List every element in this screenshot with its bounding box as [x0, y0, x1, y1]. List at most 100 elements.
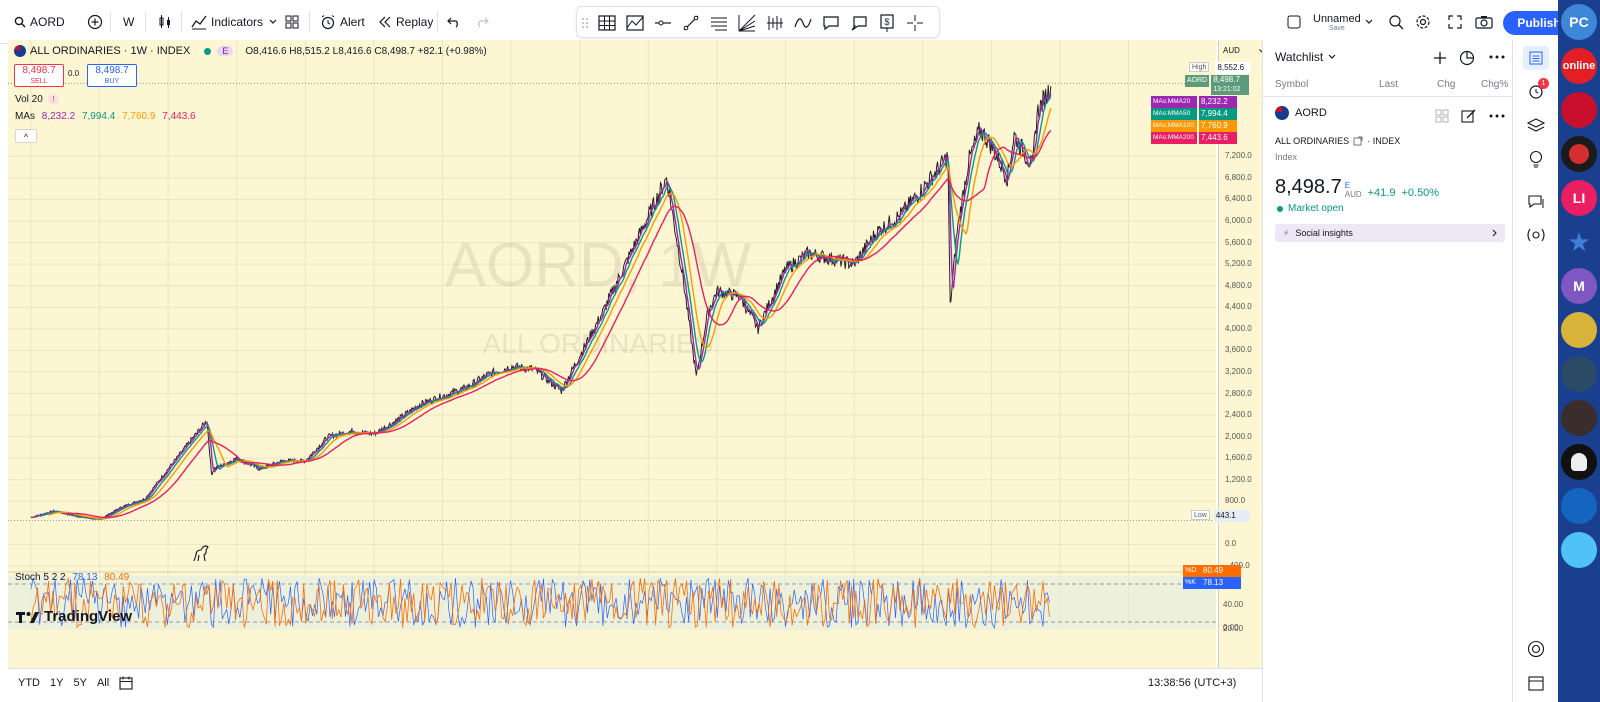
profile-app-icon[interactable]: [1561, 400, 1597, 436]
replay-button[interactable]: Replay: [378, 11, 433, 33]
ma50-marker: MAs:MMA50 7,994.4: [1151, 108, 1237, 120]
pc-app-icon[interactable]: PC: [1561, 4, 1597, 40]
skull-app-icon[interactable]: [1561, 444, 1597, 480]
collapse-legend-button[interactable]: ^: [15, 129, 37, 143]
forecast-icon[interactable]: [765, 13, 785, 33]
range-1y[interactable]: 1Y: [50, 677, 64, 689]
brush-icon[interactable]: [793, 13, 813, 33]
horizontal-ray-icon[interactable]: [653, 13, 673, 33]
chart-background[interactable]: AORD, 1W ALL ORDINARIES ALL ORDINARIES ·…: [8, 40, 1216, 668]
last-value: 8,498.7: [1213, 75, 1240, 84]
m-app-icon[interactable]: M: [1561, 268, 1597, 304]
price-tick: 4,800.0: [1225, 280, 1252, 290]
star-app-icon[interactable]: ★: [1561, 224, 1597, 260]
fullscreen-button[interactable]: [1448, 11, 1462, 33]
volume-legend[interactable]: Vol 20 !: [15, 94, 59, 105]
trend-line-icon[interactable]: [681, 13, 701, 33]
watchlist-title-button[interactable]: Watchlist: [1275, 50, 1336, 64]
fib-fan-icon[interactable]: [737, 13, 757, 33]
layout-checkbox[interactable]: [1287, 11, 1301, 33]
layout-name-button[interactable]: Unnamed Save: [1313, 13, 1361, 32]
layers-icon[interactable]: [1527, 118, 1545, 134]
details-fullname[interactable]: ALL ORDINARIES · INDEX: [1275, 136, 1400, 146]
tradingview-logo[interactable]: TradingView: [16, 608, 132, 625]
colorful-app-icon[interactable]: [1561, 532, 1597, 568]
add-symbol-icon[interactable]: [1433, 51, 1447, 65]
compare-button[interactable]: [87, 11, 103, 33]
online-app-icon[interactable]: online: [1561, 48, 1597, 84]
currency-label[interactable]: AUD: [1223, 46, 1240, 55]
price-note-icon[interactable]: $: [877, 13, 897, 33]
range-ytd[interactable]: YTD: [18, 677, 40, 689]
li-app-icon[interactable]: LI: [1561, 180, 1597, 216]
snapshot-button[interactable]: [1475, 11, 1493, 33]
alerts-tab[interactable]: 1: [1527, 78, 1549, 105]
buy-button[interactable]: 8,498.7 BUY: [87, 64, 137, 87]
ma-line-20: [34, 93, 1052, 520]
range-all[interactable]: All: [96, 677, 110, 689]
price-scale[interactable]: AUD 7,200.0 6,800.0 6,400.0 6,000.0 5,600.0 5…: [1151, 40, 1270, 668]
layout-menu-button[interactable]: [1365, 11, 1373, 33]
quick-search-button[interactable]: [1388, 11, 1404, 33]
broadcast-icon[interactable]: [1524, 226, 1548, 244]
australia-flag-icon: [14, 45, 26, 57]
watchlist-tab[interactable]: [1523, 46, 1549, 70]
calendar-icon[interactable]: [118, 675, 134, 691]
symbol-search[interactable]: AORD: [14, 11, 65, 33]
ma-line-200: [66, 129, 1052, 519]
alert-button[interactable]: Alert: [320, 11, 365, 33]
details-symbol[interactable]: AORD: [1275, 106, 1327, 120]
ma20-value: 8,232.2: [41, 111, 76, 122]
indicators-button[interactable]: Indicators: [191, 11, 277, 33]
templates-button[interactable]: [285, 11, 299, 33]
undo-icon: [447, 17, 458, 28]
col-last[interactable]: Last: [1379, 79, 1398, 90]
col-symbol[interactable]: Symbol: [1275, 79, 1309, 90]
chat-icon[interactable]: [1527, 194, 1545, 210]
target-icon[interactable]: [1527, 640, 1545, 658]
interval-button[interactable]: W: [123, 15, 135, 29]
col-chg-pct[interactable]: Chg%: [1481, 79, 1509, 90]
pie-chart-icon[interactable]: [1459, 50, 1475, 66]
sell-button[interactable]: 8,498.7 SELL: [14, 64, 64, 87]
redo-icon: [478, 17, 489, 28]
ma100-tag: MAs:MMA100: [1151, 120, 1197, 132]
crosshair-icon[interactable]: [905, 13, 925, 33]
more-options-icon[interactable]: [1489, 114, 1505, 118]
table-icon[interactable]: [597, 13, 617, 33]
red-logo-app-icon[interactable]: [1561, 136, 1597, 172]
mas-legend[interactable]: MAs 8,232.2 7,994.4 7,760.9 7,443.6: [15, 111, 196, 122]
emblem-app-icon[interactable]: [1561, 312, 1597, 348]
undo-button[interactable]: [447, 11, 461, 33]
callout-icon[interactable]: [849, 13, 869, 33]
os-taskbar: PC online LI ★ M: [1558, 0, 1600, 702]
settings-button[interactable]: [1415, 11, 1431, 33]
more-options-icon[interactable]: [1489, 55, 1505, 59]
col-chg[interactable]: Chg: [1437, 79, 1456, 90]
news-app-icon[interactable]: [1561, 92, 1597, 128]
police-app-icon[interactable]: [1561, 488, 1597, 524]
pattern-icon[interactable]: [625, 13, 645, 33]
main-chart[interactable]: [8, 40, 1216, 668]
comment-icon[interactable]: [821, 13, 841, 33]
social-insights-button[interactable]: ⚡ Social insights: [1275, 224, 1505, 242]
drag-handle-icon[interactable]: [581, 13, 601, 33]
layout-grid-icon[interactable]: [1435, 109, 1449, 123]
range-5y[interactable]: 5Y: [73, 677, 87, 689]
price-tick: 6,000.0: [1225, 216, 1252, 225]
redo-button[interactable]: [475, 11, 489, 33]
symbol-legend[interactable]: ALL ORDINARIES · 1W · INDEX E O8,416.6 H…: [14, 45, 487, 57]
clock-readout[interactable]: 13:38:56 (UTC+3): [1148, 677, 1237, 689]
chart-pane[interactable]: AORD, 1W ALL ORDINARIES ALL ORDINARIES ·…: [8, 40, 1270, 690]
parallel-lines-icon[interactable]: [709, 13, 729, 33]
grid-icon: [285, 15, 299, 29]
dino-icon[interactable]: [191, 544, 211, 567]
edit-note-icon[interactable]: [1461, 108, 1477, 124]
australia-flag-icon: [1275, 106, 1289, 120]
calendar-icon[interactable]: [1527, 674, 1545, 692]
bus-app-icon[interactable]: [1561, 356, 1597, 392]
stoch-legend[interactable]: Stoch 5 2 2 78.13 80.49: [15, 572, 129, 583]
chart-type-button[interactable]: [157, 11, 173, 33]
lightbulb-icon[interactable]: [1528, 150, 1544, 168]
divider: [181, 12, 182, 32]
